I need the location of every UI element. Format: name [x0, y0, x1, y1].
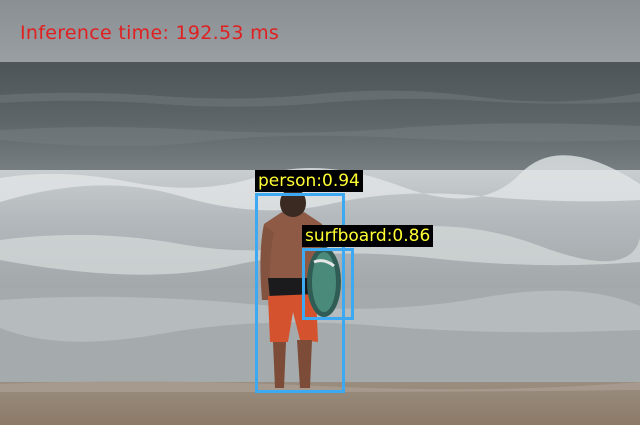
- person-label: person:0.94: [255, 170, 363, 192]
- surfboard-bounding-box: [302, 248, 354, 320]
- inference-time-text: Inference time: 192.53 ms: [20, 22, 280, 44]
- sky: [0, 0, 640, 64]
- surfboard-label: surfboard:0.86: [302, 225, 434, 247]
- sea: [0, 62, 640, 180]
- person-bounding-box: [255, 193, 345, 393]
